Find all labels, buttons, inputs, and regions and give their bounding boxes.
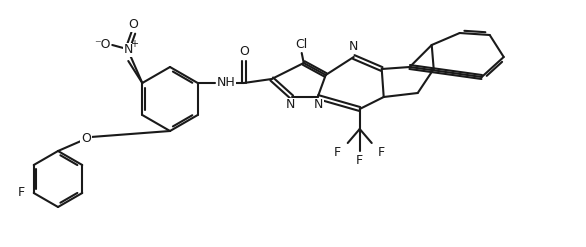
Text: Cl: Cl (295, 39, 308, 52)
Text: O: O (128, 19, 138, 32)
Text: N: N (349, 41, 359, 54)
Text: O: O (81, 132, 91, 145)
Text: O: O (239, 45, 248, 59)
Text: F: F (334, 146, 341, 160)
Text: ⁻O: ⁻O (94, 39, 111, 52)
Text: +: + (130, 39, 138, 49)
Text: N: N (286, 99, 295, 111)
Text: F: F (18, 186, 25, 200)
Text: NH: NH (216, 77, 235, 89)
Text: F: F (378, 146, 385, 160)
Text: N: N (124, 43, 133, 57)
Text: F: F (356, 155, 363, 167)
Text: N: N (314, 99, 323, 111)
